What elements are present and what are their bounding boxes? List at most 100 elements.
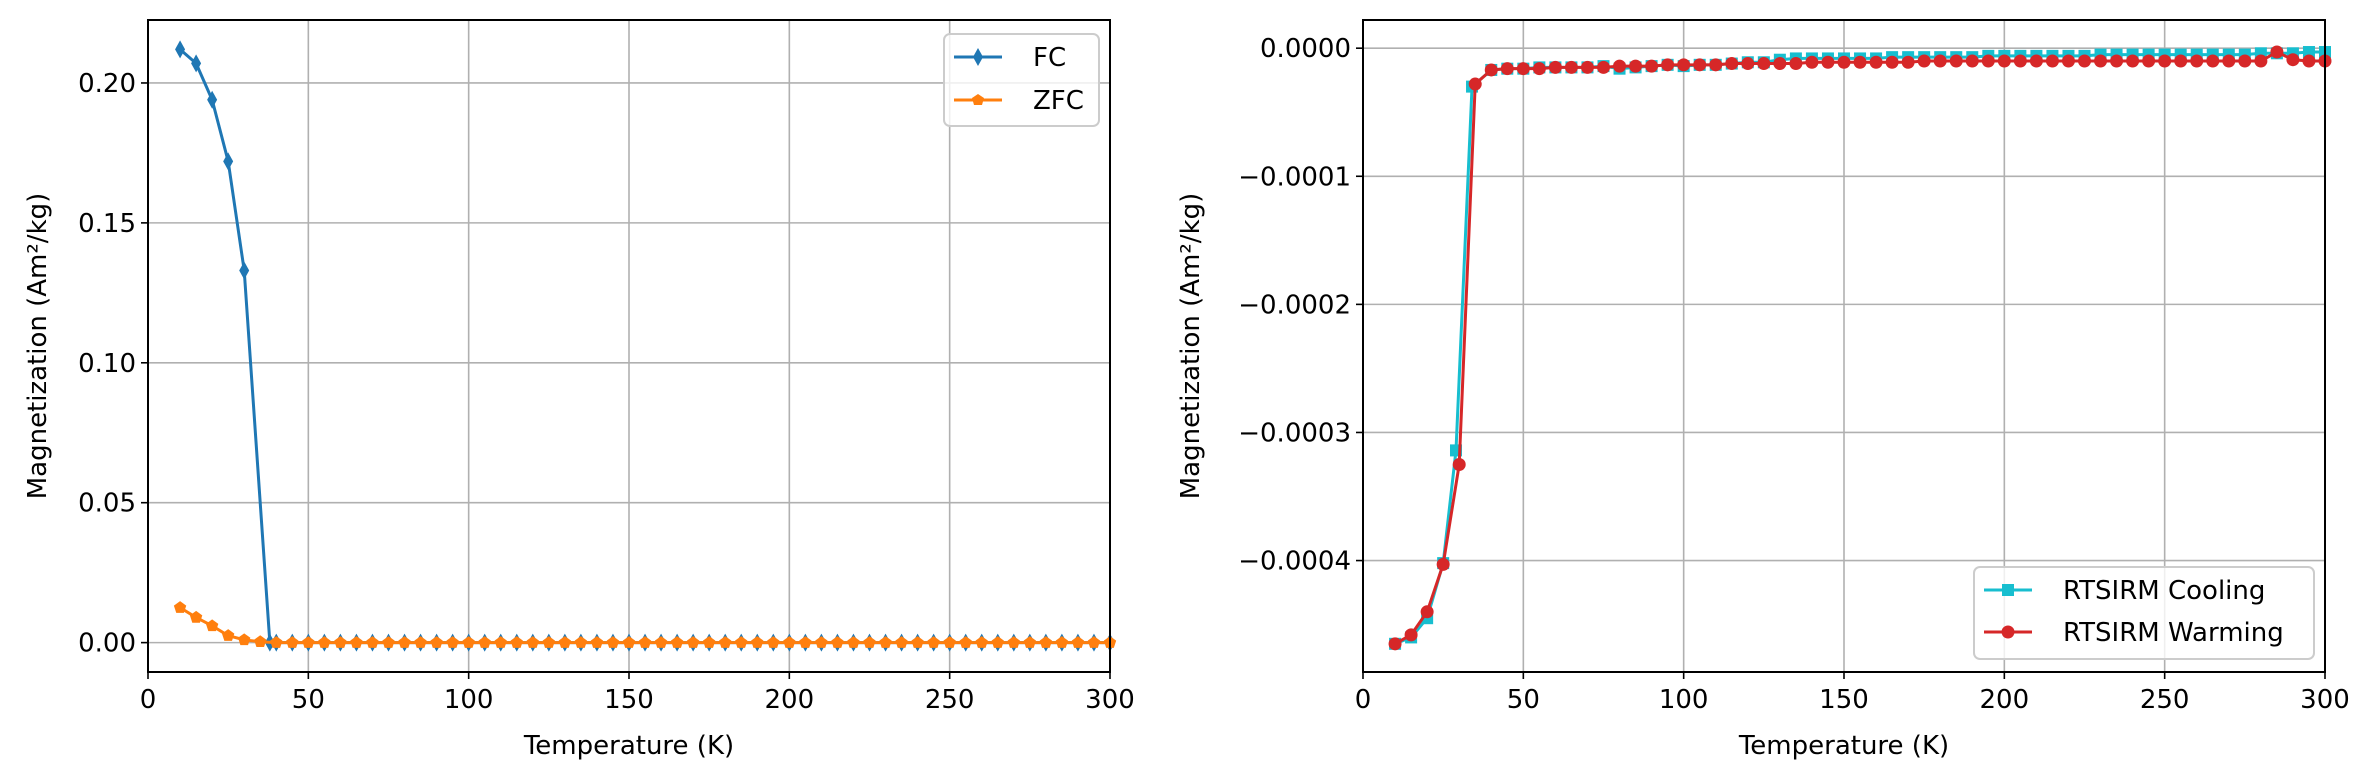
data-point-zfc [446, 636, 459, 648]
data-point-fc [223, 152, 234, 171]
data-point-zfc [638, 636, 652, 648]
data-point-fc [175, 40, 186, 59]
data-point-rtsirm-warming [1436, 557, 1450, 571]
data-point-rtsirm-warming [1580, 60, 1594, 74]
data-point-zfc [254, 635, 267, 648]
legend-marker-cooling [2002, 584, 2014, 596]
legend-label-warming: RTSIRM Warming [2063, 618, 2284, 648]
data-point-zfc [173, 601, 187, 613]
legend-label-fc: FC [1033, 43, 1066, 73]
data-point-fc [191, 54, 202, 73]
data-point-rtsirm-warming [2302, 54, 2316, 68]
data-point-zfc [1039, 636, 1053, 648]
data-point-rtsirm-warming [1661, 58, 1675, 72]
data-point-zfc [318, 636, 331, 648]
data-point-rtsirm-warming [1452, 457, 1466, 471]
series-layer-2 [1388, 45, 2332, 651]
data-point-rtsirm-warming [2094, 54, 2108, 68]
data-point-rtsirm-warming [1468, 77, 1482, 91]
data-point-zfc [494, 636, 507, 648]
data-point-zfc [654, 636, 668, 648]
x-tick-label: 0 [140, 685, 157, 715]
data-point-zfc [815, 636, 828, 648]
data-point-rtsirm-warming [1917, 54, 1931, 68]
data-point-zfc [991, 636, 1004, 648]
data-point-fc [207, 90, 218, 109]
data-point-zfc [1087, 636, 1101, 648]
data-point-rtsirm-warming [1725, 57, 1739, 71]
data-point-zfc [366, 636, 379, 648]
data-point-rtsirm-warming [1564, 60, 1578, 74]
data-point-rtsirm-warming [1949, 54, 1963, 68]
data-point-rtsirm-warming [1388, 637, 1402, 651]
data-point-zfc [959, 636, 972, 648]
data-point-zfc [205, 619, 219, 632]
x-tick-label: 150 [604, 685, 654, 715]
data-point-rtsirm-warming [1677, 58, 1691, 72]
data-point-rtsirm-warming [2061, 54, 2075, 68]
data-point-zfc [334, 636, 347, 648]
data-point-zfc [574, 636, 588, 648]
data-point-zfc [302, 636, 315, 648]
data-point-zfc [542, 636, 556, 648]
y-tick-label: −0.0003 [1238, 418, 1351, 448]
chart-panel-2: 0 50 100 150 200 250 300 −0.0004 −0.0003 −0.0002 −… [1176, 19, 2350, 761]
legend-marker-fc [973, 48, 983, 66]
data-point-rtsirm-warming [2222, 54, 2236, 68]
data-point-zfc [382, 636, 395, 648]
legend-label-cooling: RTSIRM Cooling [2063, 576, 2265, 606]
legend-1: FC ZFC [943, 33, 1100, 127]
data-point-zfc [975, 636, 988, 648]
data-point-rtsirm-warming [1709, 58, 1723, 72]
x-tick-label: 200 [1980, 685, 2030, 715]
data-point-rtsirm-warming [1548, 60, 1562, 74]
data-point-rtsirm-warming [1789, 57, 1803, 71]
x-tick-label: 50 [1507, 685, 1540, 715]
x-tick-label: 250 [2140, 685, 2190, 715]
data-point-zfc [863, 636, 876, 648]
x-tick-label: 300 [1085, 685, 1135, 715]
y-tick-label: 0.10 [78, 349, 136, 379]
data-point-zfc [686, 636, 700, 648]
legend-marker-warming [2001, 625, 2015, 639]
y-tick-label: 0.00 [78, 629, 136, 659]
data-point-zfc [558, 636, 572, 648]
data-point-zfc [350, 636, 363, 648]
y-tick-label: 0.0000 [1260, 34, 1351, 64]
data-point-rtsirm-warming [1532, 62, 1546, 76]
axes-frame-1 [147, 19, 1111, 673]
data-point-zfc [783, 636, 796, 648]
y-axis-label-1: Magnetization (Am²/kg) [23, 193, 53, 500]
data-point-zfc [895, 636, 908, 648]
data-point-rtsirm-warming [2142, 54, 2156, 68]
series-layer-1 [173, 40, 1117, 652]
data-point-rtsirm-warming [1645, 59, 1659, 73]
x-tick-label: 0 [1355, 685, 1372, 715]
data-point-zfc [430, 636, 443, 648]
data-point-rtsirm-warming [1997, 54, 2011, 68]
data-point-zfc [238, 633, 251, 646]
data-point-rtsirm-warming [2110, 54, 2124, 68]
data-point-rtsirm-warming [1853, 55, 1867, 69]
data-point-zfc [751, 636, 764, 648]
data-point-rtsirm-warming [1869, 55, 1883, 69]
legend-marker-zfc [972, 94, 984, 105]
data-point-rtsirm-warming [1821, 55, 1835, 69]
data-point-zfc [831, 636, 844, 648]
data-point-zfc [1055, 636, 1069, 648]
data-point-rtsirm-warming [1420, 605, 1434, 619]
data-point-rtsirm-warming [1404, 628, 1418, 642]
x-tick-label: 300 [2300, 685, 2350, 715]
data-point-zfc [735, 636, 748, 648]
data-point-rtsirm-warming [2126, 54, 2140, 68]
data-point-rtsirm-warming [1773, 57, 1787, 71]
data-point-zfc [478, 636, 491, 648]
data-point-rtsirm-warming [1741, 57, 1755, 71]
data-point-zfc [1071, 636, 1085, 648]
data-point-zfc [799, 636, 812, 648]
x-tick-label: 150 [1819, 685, 1869, 715]
x-tick-label: 50 [292, 685, 325, 715]
data-point-zfc [1007, 636, 1020, 648]
legend-label-zfc: ZFC [1033, 86, 1084, 116]
data-point-rtsirm-warming [1757, 57, 1771, 71]
